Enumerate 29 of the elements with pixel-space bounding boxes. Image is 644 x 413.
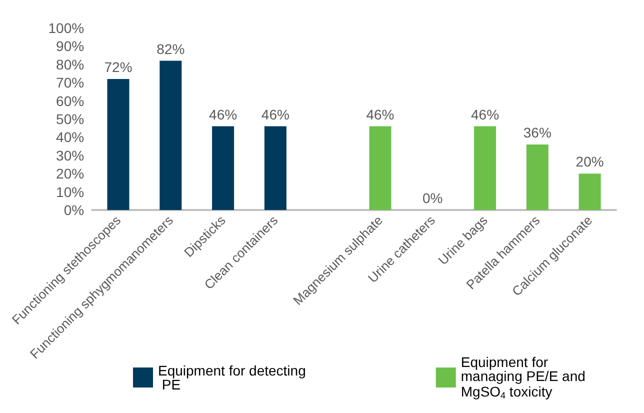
y-tick-label: 0%	[64, 202, 84, 218]
bar	[212, 126, 234, 210]
data-label: 46%	[366, 106, 394, 122]
data-label: 0%	[422, 190, 443, 206]
data-label: 82%	[156, 40, 185, 57]
y-tick-label: 60%	[56, 92, 84, 109]
bar	[526, 144, 548, 210]
data-label: 46%	[471, 106, 500, 122]
data-label: 72%	[104, 58, 132, 75]
data-label: 46%	[261, 106, 290, 122]
bar	[107, 78, 130, 210]
data-label: 46%	[209, 106, 238, 122]
bar	[369, 126, 392, 210]
y-tick-label: 100%	[48, 20, 84, 36]
y-tick-label: 50%	[56, 111, 84, 127]
bar	[264, 126, 286, 210]
bar	[160, 60, 182, 210]
y-tick-label: 90%	[56, 38, 84, 54]
legend-label: Equipment for detecting PE	[158, 362, 306, 392]
y-tick-label: 80%	[56, 56, 84, 72]
y-tick-label: 40%	[56, 129, 84, 146]
bar	[474, 126, 496, 210]
y-tick-label: 70%	[56, 74, 84, 91]
y-tick-label: 10%	[56, 184, 84, 200]
data-label: 36%	[523, 124, 552, 140]
y-tick-label: 30%	[56, 147, 84, 164]
data-label: 20%	[576, 154, 604, 170]
y-tick-label: 20%	[56, 166, 84, 182]
bar	[578, 174, 601, 210]
